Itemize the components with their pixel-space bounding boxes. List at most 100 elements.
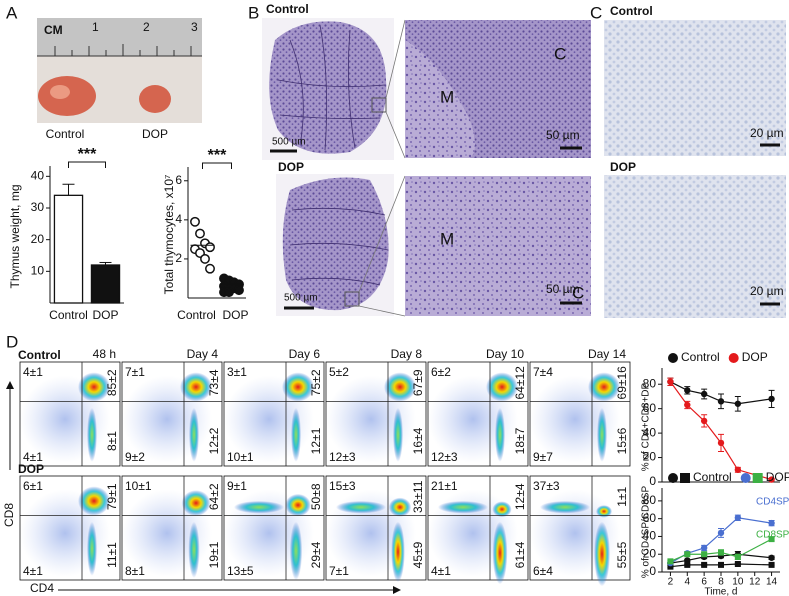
flow-plot: 7±1 9±2 73±4 12±2	[121, 361, 223, 467]
thymus-photo	[37, 18, 202, 123]
legend-marker	[668, 473, 678, 483]
data-point	[768, 536, 775, 543]
bar	[53, 194, 84, 304]
legend-label: DOP	[766, 470, 789, 484]
sp-population	[291, 407, 301, 462]
dp-population	[180, 372, 212, 402]
region-label: M	[440, 229, 454, 248]
flow-plot: 21±1 4±1 12±4 61±4	[427, 475, 529, 585]
data-point	[684, 551, 691, 558]
sp-population	[492, 521, 508, 585]
dp-population	[282, 372, 314, 402]
quadrant-label: 5±2	[329, 365, 349, 379]
quadrant-label: 11±1	[105, 542, 119, 568]
flow-plot: 6±1 4±1 79±1 11±1	[19, 475, 121, 581]
quadrant-label: 4±1	[23, 564, 43, 578]
data-point	[700, 417, 708, 425]
row-label: Control	[266, 2, 309, 16]
y-tick-label: 40	[31, 169, 45, 183]
dp-population	[588, 372, 620, 402]
flow-plot: 5±2 12±3 67±9 16±4	[325, 361, 427, 467]
data-point	[190, 216, 200, 227]
x-tick-label: 10	[732, 577, 744, 588]
quadrant-label: 73±4	[207, 369, 221, 396]
y-tick-label: 40	[643, 529, 657, 543]
timepoint-label: Day 6	[289, 347, 321, 361]
y-axis-title: Total thymocytes, x10⁷	[162, 175, 176, 295]
row-label: DOP	[610, 160, 636, 174]
x-tick-label: 8	[718, 577, 724, 588]
quadrant-label: 61±4	[513, 541, 527, 568]
y-tick-label: 0	[649, 564, 656, 578]
data-point	[700, 544, 708, 552]
region-label: C	[554, 44, 566, 63]
y-tick-label: 6	[175, 173, 182, 187]
legend-marker	[728, 353, 739, 363]
photo-label: Control	[46, 127, 85, 141]
row-label: DOP	[278, 160, 304, 174]
row-label: Control	[18, 348, 61, 362]
data-point	[684, 561, 691, 568]
legend-marker	[740, 473, 751, 483]
row-label: Control	[610, 4, 653, 18]
quadrant-label: 10±1	[227, 450, 254, 464]
ruler-label: 1	[92, 20, 99, 34]
ruler-label: CM	[44, 23, 63, 37]
legend-label: DOP	[742, 350, 768, 364]
data-point	[224, 287, 234, 298]
flow-plot: 15±3 7±1 33±11 45±9	[325, 475, 427, 583]
quadrant-label: 7±1	[329, 564, 349, 578]
quadrant-label: 69±16	[615, 366, 629, 400]
data-point	[701, 561, 708, 568]
bar	[90, 264, 121, 304]
dn-population	[336, 500, 386, 514]
x-axis-title: Time, d	[705, 587, 738, 596]
quadrant-label: 9±2	[125, 450, 145, 464]
quadrant-label: 10±1	[125, 479, 152, 493]
x-tick-label: 6	[701, 577, 707, 588]
panel-label: A	[6, 3, 18, 22]
quadrant-label: 12±2	[207, 427, 221, 454]
legend-marker	[680, 473, 690, 483]
data-point	[205, 242, 215, 253]
y-tick-label: 60	[643, 511, 657, 525]
x-tick-label: Control	[177, 308, 216, 322]
region-label: C	[572, 283, 584, 302]
sp-population	[391, 521, 405, 583]
dp-population	[384, 372, 416, 402]
data-point	[734, 553, 741, 560]
y-tick-label: 80	[643, 376, 657, 390]
y-axis-title: Thymus weight, mg	[8, 184, 22, 288]
flow-plots: Control 4±1 4±1 85±2 8±1 48 h 7±1 9±2 73±4 12±2 Da…	[18, 347, 631, 587]
dp-population	[78, 486, 110, 516]
quadrant-label: 12±4	[513, 483, 527, 510]
data-point	[734, 561, 741, 567]
dp-population	[596, 505, 612, 518]
legend-marker	[752, 473, 763, 483]
dn-population	[438, 500, 488, 514]
quadrant-label: 15±6	[615, 427, 629, 454]
quadrant-label: 18±7	[513, 427, 527, 454]
quadrant-label: 12±3	[431, 450, 458, 464]
ruler-label: 2	[143, 20, 150, 34]
y-tick-label: 4	[175, 212, 182, 226]
flow-plot: 9±1 13±5 50±8 29±4	[223, 475, 325, 581]
sp-population	[87, 407, 97, 462]
quadrant-label: 9±7	[533, 450, 553, 464]
ruler-label: 3	[191, 20, 198, 34]
quadrant-label: 55±5	[615, 541, 629, 568]
scale-label: 50 µm	[546, 128, 580, 142]
data-point	[684, 401, 691, 409]
data-point	[200, 253, 210, 264]
data-point	[768, 554, 775, 561]
quadrant-label: 85±2	[105, 369, 119, 396]
quadrant-label: 8±1	[125, 564, 145, 578]
data-point	[718, 549, 724, 556]
dp-population	[486, 372, 518, 402]
panel-label: C	[590, 3, 602, 22]
data-point	[700, 390, 708, 398]
timepoint-label: Day 14	[588, 347, 626, 361]
significance-bracket	[68, 161, 106, 168]
quadrant-label: 67±9	[411, 369, 425, 396]
